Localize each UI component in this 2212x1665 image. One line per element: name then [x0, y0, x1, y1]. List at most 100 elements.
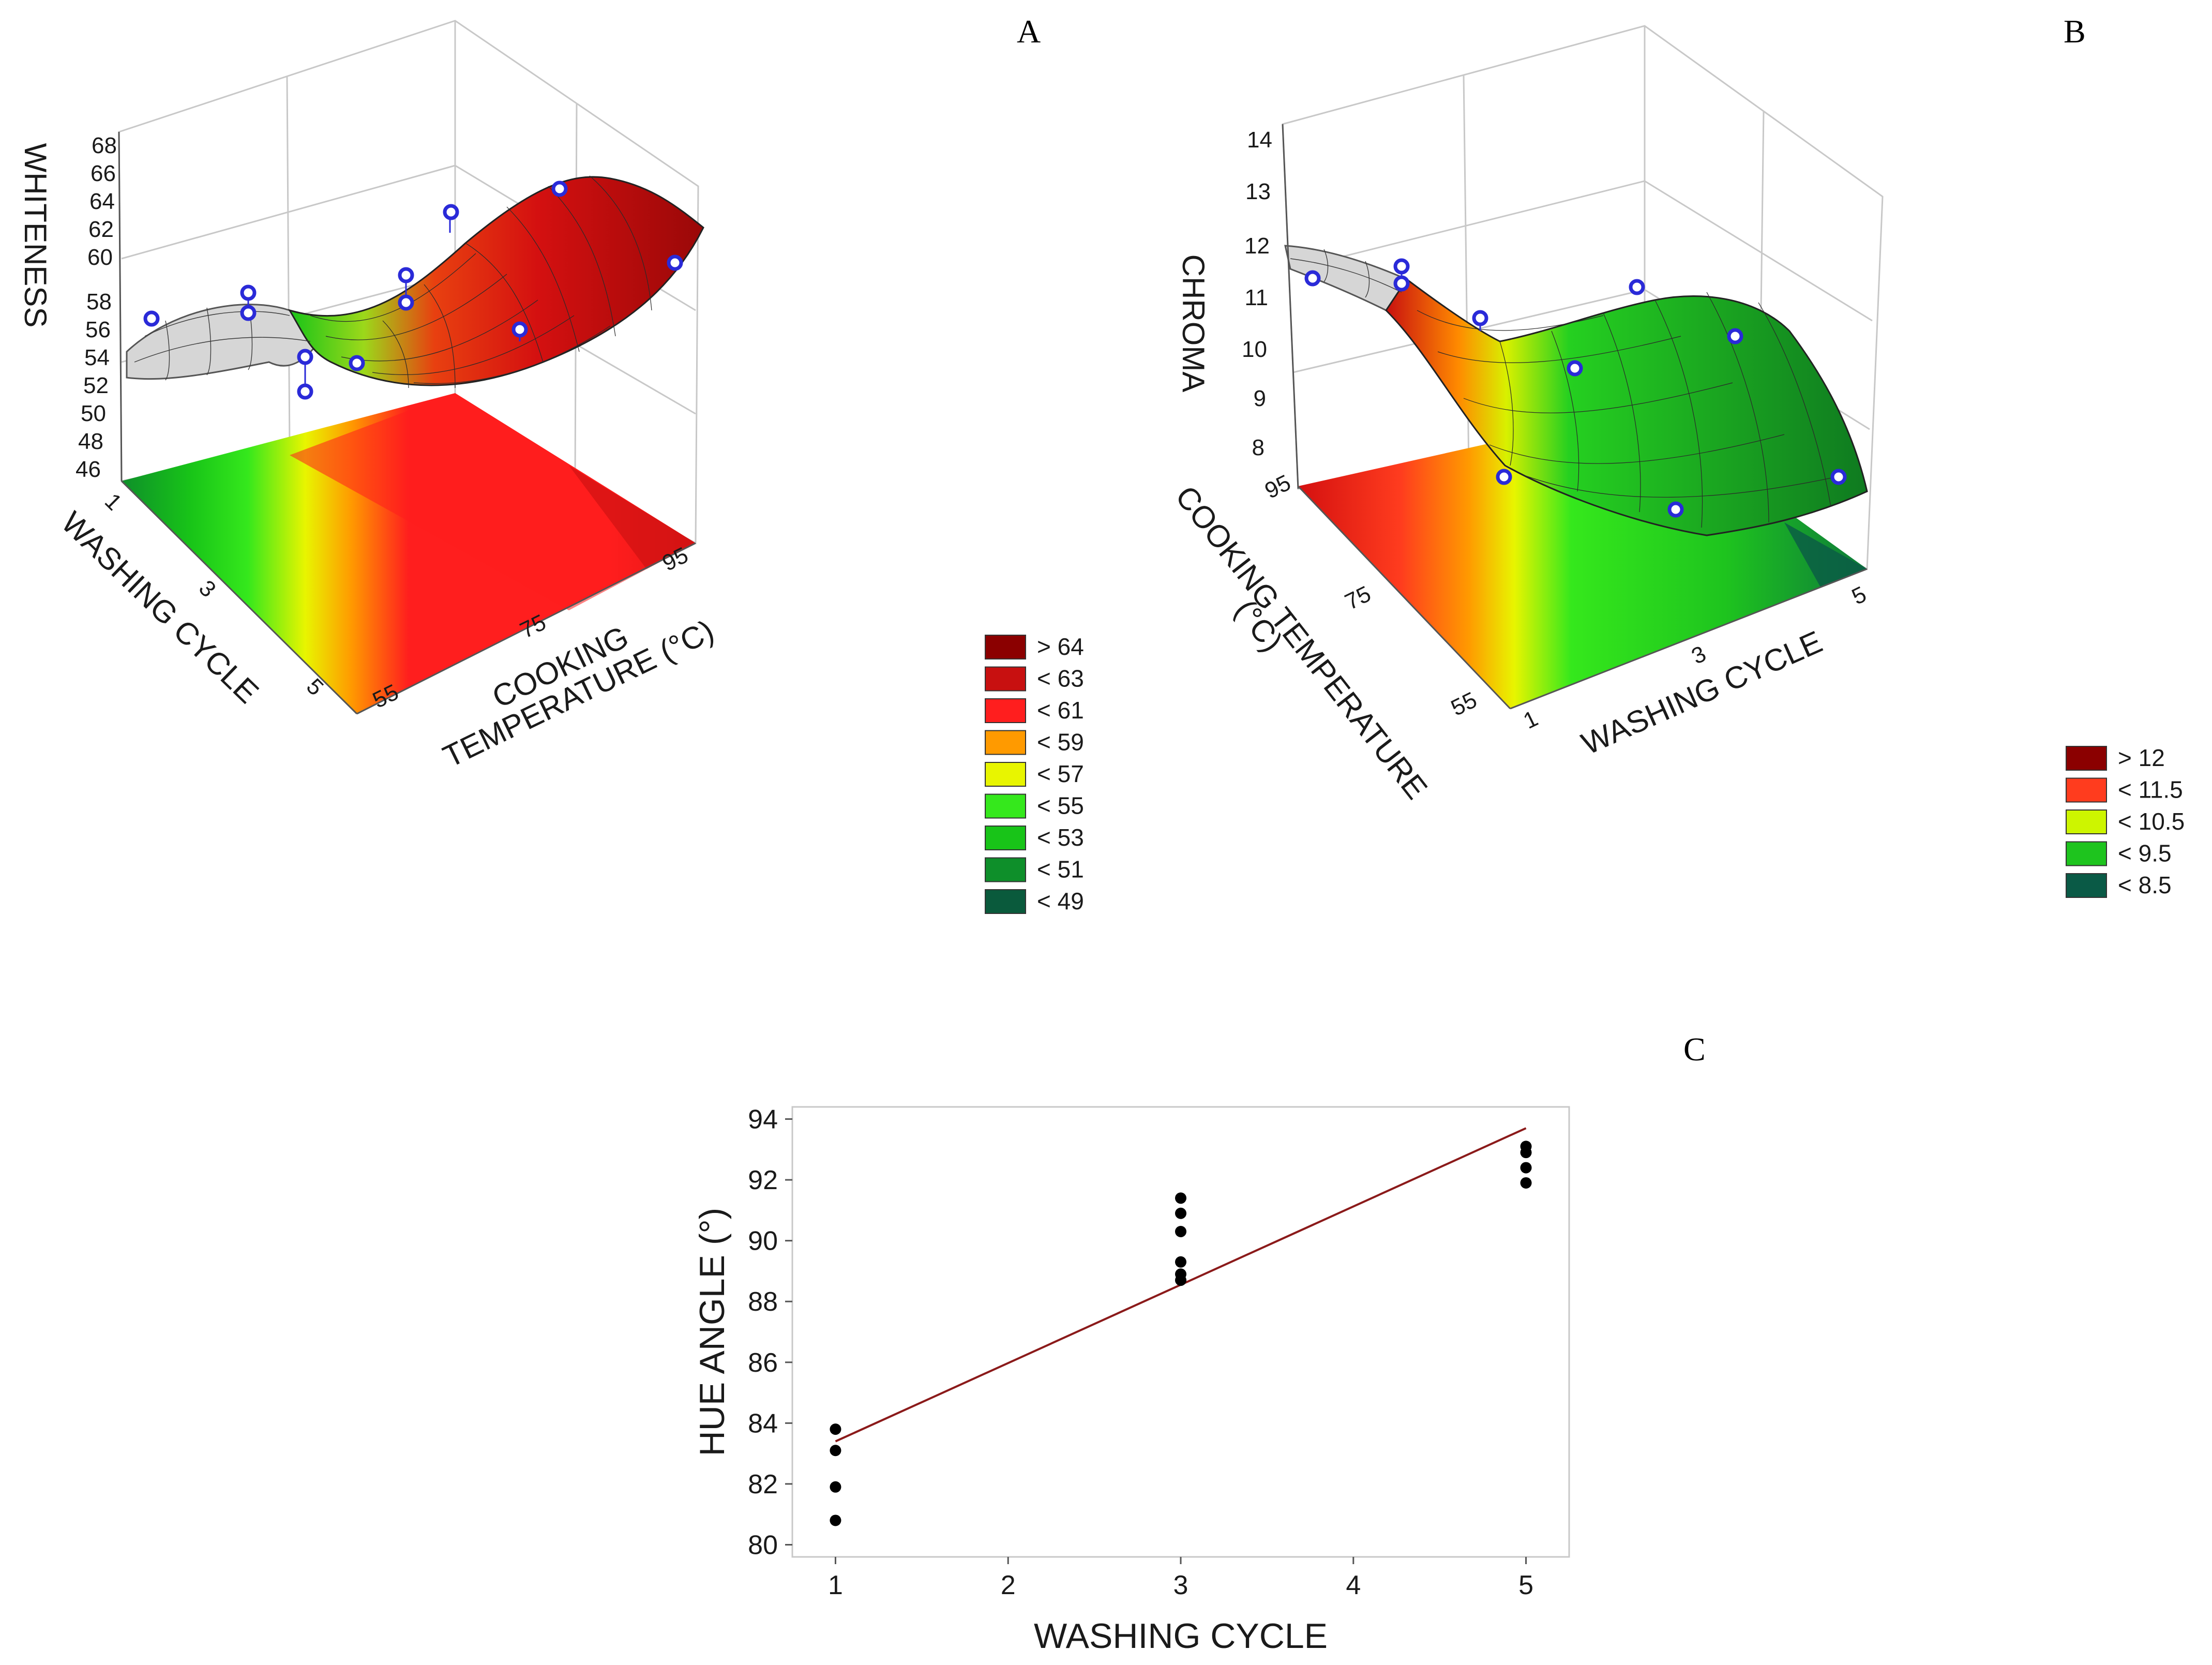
svg-text:1: 1 [100, 488, 127, 515]
panel-c-x-tick-label: 4 [1346, 1570, 1361, 1600]
panel-b-surface-colored [1385, 278, 1868, 536]
legend-a-swatch [985, 857, 1026, 882]
legend-a-swatch [985, 762, 1026, 787]
svg-text:68: 68 [92, 133, 117, 158]
panel-c-data-point [830, 1514, 841, 1526]
panel-c-data-point [830, 1423, 841, 1435]
panel-c-data-point [1175, 1207, 1186, 1219]
panel-c-x-tick-label: 1 [828, 1570, 843, 1600]
legend-a-label: > 64 [1037, 633, 1084, 660]
panel-a-legend: > 64 < 63 < 61 < 59 < 57 < 55 < 53 < 51 < 49 [985, 633, 1084, 914]
panel-a-surface-colored [288, 176, 704, 386]
panel-c-y-tick-label: 84 [748, 1408, 778, 1438]
panel-c-x-tick-label: 2 [1001, 1570, 1016, 1600]
legend-a-swatch [985, 826, 1026, 850]
panel-c-scatter-plot: 1 2 3 4 5 80 82 84 86 88 90 92 94 WASHING CYCLE HUE… [693, 1105, 1570, 1656]
legend-a-swatch [985, 635, 1026, 659]
panel-b-z-ticks: 8 9 10 11 12 13 14 [1242, 127, 1272, 460]
panel-c-data-point [1520, 1177, 1532, 1189]
panel-c-x-tick-label: 3 [1173, 1570, 1188, 1600]
legend-b-swatch [2066, 841, 2107, 866]
legend-a-label: < 61 [1037, 697, 1084, 724]
panel-c-data-point [1175, 1256, 1186, 1268]
svg-text:13: 13 [1245, 179, 1271, 204]
legend-a-label: < 55 [1037, 792, 1084, 819]
svg-text:12: 12 [1244, 233, 1270, 259]
svg-text:5: 5 [1848, 581, 1870, 610]
svg-text:8: 8 [1252, 435, 1265, 460]
panel-b-legend: > 12 < 11.5 < 10.5 < 9.5 < 8.5 [2066, 744, 2185, 898]
legend-b-label: < 11.5 [2118, 776, 2183, 803]
legend-b-swatch [2066, 777, 2107, 803]
svg-text:52: 52 [83, 373, 109, 398]
panel-c-y-tick-label: 90 [748, 1226, 778, 1256]
svg-text:14: 14 [1247, 127, 1272, 153]
panel-b-surface-plot: 8 9 10 11 12 13 14 CHROMA 95 75 55 COOKI… [1169, 25, 1884, 805]
svg-text:48: 48 [78, 429, 103, 454]
panel-c-x-axis-title: WASHING CYCLE [1034, 1616, 1328, 1656]
panel-a-surface-plot: 46 48 50 52 54 56 58 60 62 64 66 68 WHIT… [18, 20, 719, 774]
svg-text:3: 3 [1688, 641, 1710, 669]
svg-text:56: 56 [85, 317, 111, 342]
panel-c-x-ticks: 1 2 3 4 5 [828, 1557, 1533, 1600]
panel-c-y-tick-label: 82 [748, 1469, 778, 1499]
svg-text:11: 11 [1244, 285, 1268, 310]
panel-c-data-point [1520, 1162, 1532, 1174]
legend-b-swatch [2066, 809, 2107, 834]
svg-text:64: 64 [89, 189, 115, 214]
svg-text:1: 1 [1519, 706, 1542, 734]
panel-b-floor-dark [1784, 522, 1867, 587]
panel-a-z-axis-title: WHITENESS [18, 143, 53, 328]
panel-b-observed-points [1304, 258, 1847, 518]
svg-text:95: 95 [1261, 470, 1295, 504]
panel-c-data-point [1175, 1226, 1186, 1238]
panel-c-data-point [1520, 1141, 1532, 1152]
legend-a-swatch [985, 698, 1026, 723]
legend-b-label: < 8.5 [2118, 872, 2172, 898]
legend-a-swatch [985, 793, 1026, 819]
legend-a-swatch [985, 666, 1026, 692]
panel-c-y-tick-label: 94 [748, 1105, 778, 1135]
legend-a-label: < 49 [1037, 888, 1084, 914]
svg-text:62: 62 [88, 217, 114, 242]
legend-a-label: < 63 [1037, 665, 1084, 692]
legend-b-label: < 9.5 [2118, 840, 2172, 867]
panel-b-grey-mesh [1290, 249, 1402, 298]
panel-a-floor-shade [290, 393, 696, 610]
panel-c-y-axis-title: HUE ANGLE (°) [693, 1208, 732, 1457]
panel-label-b: B [2064, 13, 2086, 50]
svg-text:58: 58 [86, 289, 112, 314]
panel-a-surface-mesh [310, 175, 652, 388]
legend-a-swatch [985, 730, 1026, 755]
legend-a-label: < 57 [1037, 760, 1084, 787]
panel-c-data-point [830, 1445, 841, 1457]
panel-b-z-axis-title: CHROMA [1176, 254, 1211, 393]
legend-a-label: < 51 [1037, 856, 1084, 883]
panel-label-a: A [1017, 13, 1041, 50]
panel-c-plot-frame [791, 1106, 1570, 1558]
panel-b-surface-mesh [1417, 292, 1842, 528]
panel-c-x-tick-label: 5 [1518, 1570, 1533, 1600]
svg-text:60: 60 [87, 245, 113, 270]
panel-c-y-ticks: 80 82 84 86 88 90 92 94 [748, 1105, 792, 1560]
panel-a-floor-dark [569, 466, 696, 569]
svg-text:3: 3 [194, 575, 221, 602]
legend-b-swatch [2066, 873, 2107, 898]
legend-b-label: > 12 [2118, 744, 2165, 771]
svg-text:10: 10 [1242, 337, 1267, 362]
panel-label-c: C [1683, 1031, 1706, 1068]
svg-text:9: 9 [1254, 386, 1266, 411]
svg-text:55: 55 [1447, 687, 1481, 721]
svg-text:50: 50 [81, 401, 106, 426]
svg-text:75: 75 [1341, 581, 1375, 615]
panel-c-data-point [1175, 1268, 1186, 1280]
panel-c-data-point [830, 1481, 841, 1493]
legend-a-swatch [985, 889, 1026, 914]
svg-text:46: 46 [76, 457, 101, 482]
panel-a-observed-points [143, 181, 683, 400]
legend-b-swatch [2066, 746, 2107, 771]
panel-c-y-tick-label: 80 [748, 1530, 778, 1560]
panel-c-data-point [1175, 1192, 1186, 1204]
panel-c-points [830, 1141, 1532, 1526]
